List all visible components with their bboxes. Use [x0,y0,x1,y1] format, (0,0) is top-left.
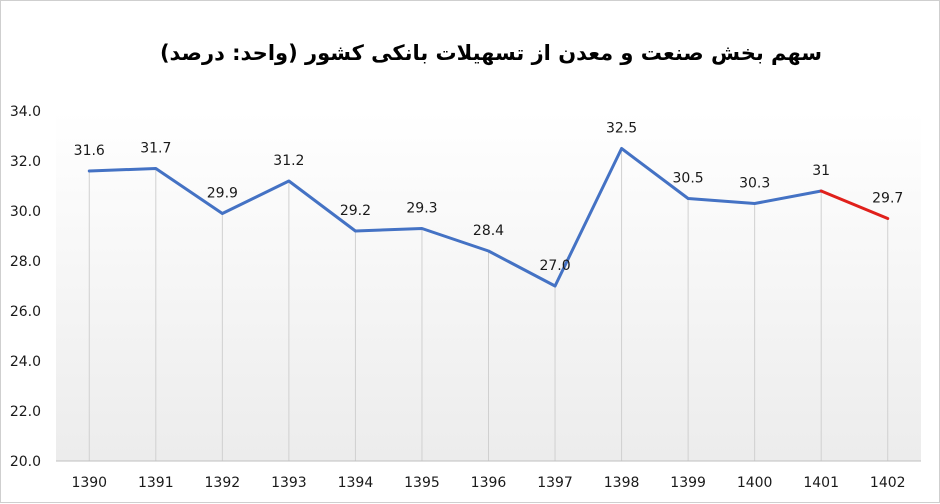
series-lines [87,147,890,288]
data-label: 31.7 [140,141,171,157]
y-tick-label: 32.0 [10,154,41,170]
x-tick-label: 1402 [870,475,906,491]
y-tick-label: 26.0 [10,304,41,320]
data-label: 29.7 [872,191,903,207]
x-tick-label: 1396 [471,475,507,491]
x-tick-label: 1391 [138,475,174,491]
data-label: 29.2 [340,203,371,219]
data-label: 27.0 [539,258,570,274]
x-tick-label: 1400 [737,475,773,491]
y-tick-label: 28.0 [10,254,41,270]
data-label: 29.9 [207,186,238,202]
y-tick-label: 20.0 [10,454,41,470]
data-label: 31 [812,163,830,179]
x-tick-label: 1392 [205,475,241,491]
series-line-main [87,147,823,288]
data-label: 28.4 [473,223,504,239]
series-line-highlight [819,189,890,220]
data-label: 32.5 [606,121,637,137]
chart-title: سهم بخش صنعت و معدن از تسهیلات بانکی کشو… [159,41,823,65]
x-tick-label: 1390 [71,475,107,491]
data-label: 31.6 [74,143,105,159]
data-label: 31.2 [273,153,304,169]
data-label: 30.5 [673,171,704,187]
y-axis: 20.0 22.0 24.0 26.0 28.0 30.0 32.0 34.0 [10,104,41,470]
drop-lines [88,148,889,461]
y-tick-label: 34.0 [10,104,41,120]
x-tick-label: 1398 [604,475,640,491]
y-tick-label: 24.0 [10,354,41,370]
data-label: 29.3 [406,201,437,217]
x-tick-label: 1393 [271,475,307,491]
x-tick-label: 1395 [404,475,440,491]
x-tick-label: 1397 [537,475,573,491]
y-tick-label: 30.0 [10,204,41,220]
x-tick-label: 1394 [338,475,374,491]
x-tick-label: 1399 [670,475,706,491]
y-tick-label: 22.0 [10,404,41,420]
data-labels: 31.6 31.7 29.9 31.2 29.2 29.3 28.4 27.0 32.5 30.5… [74,121,904,275]
data-label: 30.3 [739,176,770,192]
x-tick-label: 1401 [803,475,839,491]
x-axis: 1390 1391 1392 1393 1394 1395 1396 1397 1398 1399… [71,475,905,491]
